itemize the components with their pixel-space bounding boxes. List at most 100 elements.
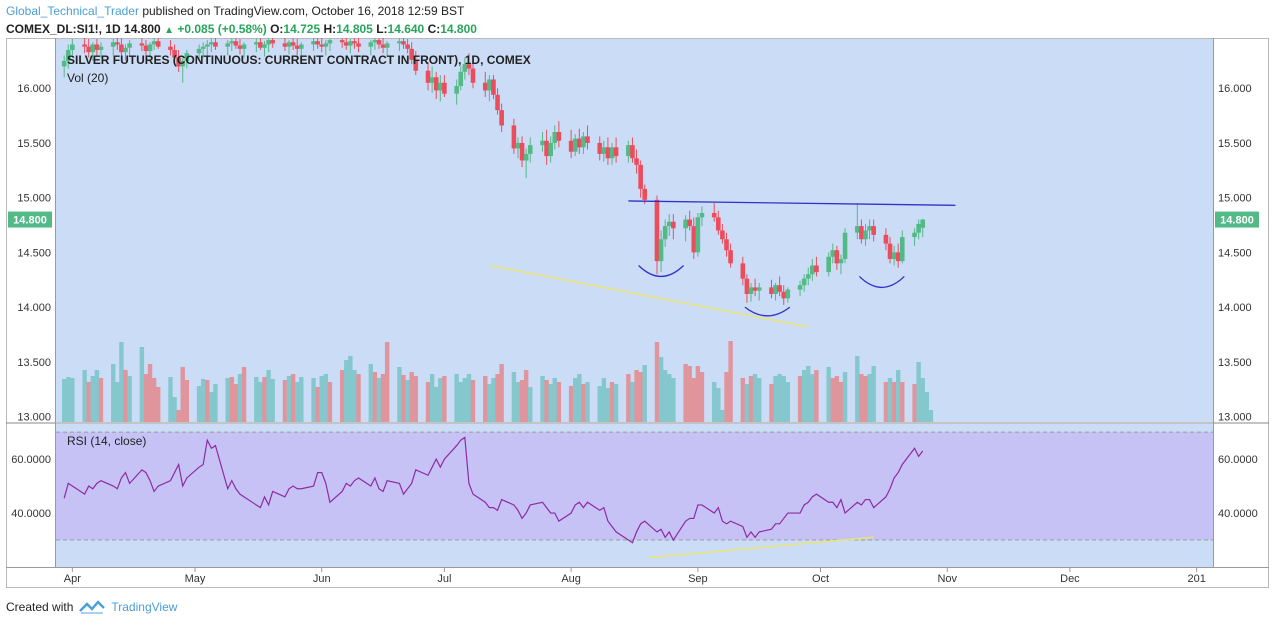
volume-bar	[756, 378, 762, 422]
candle-body	[343, 42, 349, 46]
candle-body	[683, 219, 688, 229]
candle-body	[859, 226, 864, 240]
volume-bar	[425, 382, 431, 422]
candle	[352, 35, 357, 49]
author-link[interactable]: Global_Technical_Trader	[6, 4, 139, 18]
price-chart[interactable]: 16.000 16.000 15.500 15.500 15.000 15.000 14.5…	[6, 35, 1269, 588]
candle	[204, 40, 210, 56]
candle-body	[863, 230, 868, 240]
candle-body	[814, 265, 819, 273]
candle-body	[143, 45, 149, 52]
candle	[577, 128, 582, 154]
candle	[720, 223, 725, 244]
candle-body	[98, 46, 104, 50]
candle	[429, 66, 435, 93]
candle	[327, 36, 333, 52]
candle	[348, 39, 353, 54]
time-tick-label: Jun	[313, 573, 331, 585]
candle	[311, 37, 316, 52]
volume-bar	[748, 376, 754, 422]
volume-bar	[556, 382, 562, 422]
published-text: published on TradingView.com, October 16…	[142, 4, 465, 18]
candle	[491, 75, 496, 100]
candle-body	[720, 230, 725, 240]
candle-body	[613, 147, 619, 157]
candle	[609, 142, 615, 165]
candle-body	[352, 41, 357, 44]
volume-bar	[86, 382, 91, 422]
volume-bar	[209, 392, 214, 422]
candle	[319, 37, 325, 53]
volume-bar	[577, 374, 582, 422]
price-pane[interactable]	[56, 39, 1213, 422]
annotations	[489, 200, 956, 328]
volume-bar	[720, 410, 725, 422]
candle-body	[470, 68, 476, 83]
candle	[299, 42, 304, 58]
candle-body	[454, 86, 459, 94]
volume-bar	[151, 378, 157, 422]
tradingview-logo-icon[interactable]	[79, 600, 106, 614]
candle	[867, 219, 872, 240]
candle-body	[348, 41, 353, 46]
candle	[552, 125, 558, 150]
candle-body	[581, 136, 586, 148]
candle-body	[605, 147, 611, 159]
candle	[127, 40, 132, 56]
candle	[98, 42, 104, 58]
candle-body	[458, 71, 464, 87]
candle-body	[425, 70, 431, 83]
price-trendline	[489, 264, 809, 328]
candle-body	[540, 140, 545, 146]
candle	[515, 137, 521, 159]
candle-body	[597, 142, 603, 154]
tradingview-link[interactable]: TradingView	[111, 600, 178, 614]
volume-bar	[609, 382, 615, 422]
candle	[462, 57, 468, 80]
volume-bar	[233, 384, 239, 422]
rsi-tick-left: 60.0000	[11, 454, 51, 466]
volume-bar	[515, 382, 521, 422]
candle-body	[838, 258, 844, 264]
candle-body	[401, 41, 406, 45]
chart-frame[interactable]: 16.000 16.000 15.500 15.500 15.000 15.000 14.5…	[6, 35, 1269, 588]
candle	[184, 49, 190, 69]
candle	[143, 40, 149, 56]
open-label: O:	[270, 22, 284, 36]
candle-body	[511, 125, 517, 149]
volume-bar	[716, 388, 721, 422]
volume-bar	[519, 380, 525, 422]
candle-body	[728, 250, 733, 264]
candle-body	[180, 60, 186, 67]
candle-body	[376, 40, 382, 45]
price-tick-right: 15.500	[1218, 138, 1252, 150]
volume-bar	[634, 370, 639, 422]
candle	[891, 245, 897, 266]
candle-body	[658, 239, 664, 262]
price-tick-right: 14.500	[1218, 247, 1252, 259]
candle	[266, 37, 271, 53]
candle-body	[319, 44, 325, 47]
candle-body	[687, 219, 692, 227]
candle	[605, 137, 611, 165]
volume-bar	[61, 379, 67, 422]
footer: Created with TradingView	[6, 600, 177, 614]
candle-body	[499, 110, 504, 126]
volume-bar	[626, 374, 631, 422]
volume-bar	[196, 386, 202, 422]
candle	[413, 51, 419, 76]
candle-body	[339, 40, 345, 43]
head-arc	[744, 306, 791, 317]
candle	[523, 148, 529, 178]
candle	[401, 35, 406, 49]
volume-bar	[229, 377, 234, 422]
open-value: 14.725	[283, 22, 321, 36]
volume-bar	[769, 384, 774, 422]
volume-bar	[462, 378, 468, 422]
candle-body	[830, 250, 836, 257]
volume-bar	[781, 376, 786, 422]
volume-bar	[438, 378, 443, 422]
volume-bar	[454, 374, 459, 422]
volume-bar	[458, 382, 463, 422]
candle	[826, 252, 831, 277]
